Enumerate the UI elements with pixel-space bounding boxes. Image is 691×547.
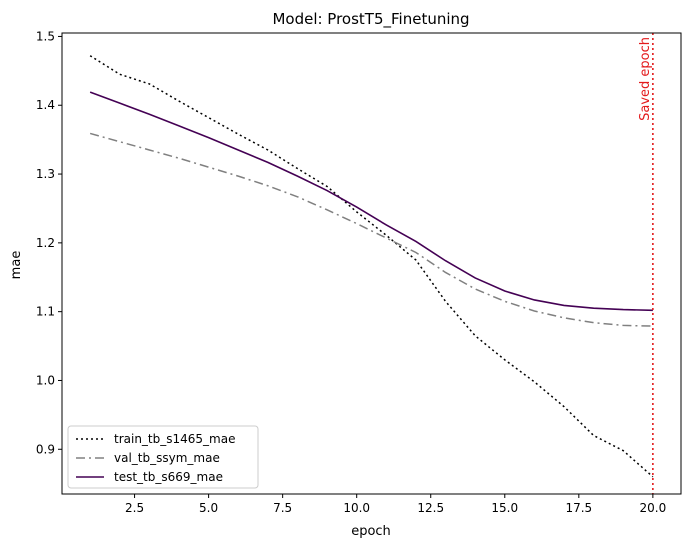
x-tick-label: 12.5 bbox=[417, 501, 444, 515]
x-tick-label: 10.0 bbox=[343, 501, 370, 515]
saved-epoch-label: Saved epoch bbox=[638, 37, 653, 121]
series-line-val_tb_ssym_mae bbox=[89, 132, 653, 327]
x-axis-label: epoch bbox=[351, 524, 391, 539]
x-tick-label: 7.5 bbox=[273, 501, 292, 515]
x-tick-label: 5.0 bbox=[199, 501, 218, 515]
y-tick-label: 1.3 bbox=[36, 167, 55, 181]
x-tick-label: 2.5 bbox=[125, 501, 144, 515]
series-line-test_tb_s669_mae bbox=[89, 91, 653, 312]
series-line-train_tb_s1465_mae bbox=[89, 55, 654, 478]
x-tick-label: 15.0 bbox=[491, 501, 518, 515]
plot-area: 2.5 5.0 7.5 10.0 12.5 15.0 17.5 20.0 0.9 1.0 1.1 1.… bbox=[36, 29, 682, 515]
y-axis-label: mae bbox=[9, 251, 24, 280]
y-tick-label: 1.0 bbox=[36, 373, 55, 387]
legend-label: test_tb_s669_mae bbox=[114, 470, 223, 484]
legend-box bbox=[67, 425, 259, 489]
chart-title: Model: ProstT5_Finetuning bbox=[272, 10, 469, 29]
y-tick-label: 1.2 bbox=[36, 236, 55, 250]
x-tick-label: 17.5 bbox=[565, 501, 592, 515]
axes-frame bbox=[61, 32, 682, 495]
y-tick-label: 1.5 bbox=[36, 29, 55, 43]
legend-label: train_tb_s1465_mae bbox=[114, 432, 235, 446]
y-tick-label: 1.4 bbox=[36, 98, 55, 112]
x-tick-label: 20.0 bbox=[640, 501, 667, 515]
y-tick-label: 0.9 bbox=[36, 442, 55, 456]
legend-label: val_tb_ssym_mae bbox=[114, 451, 220, 465]
y-tick-label: 1.1 bbox=[36, 305, 55, 319]
